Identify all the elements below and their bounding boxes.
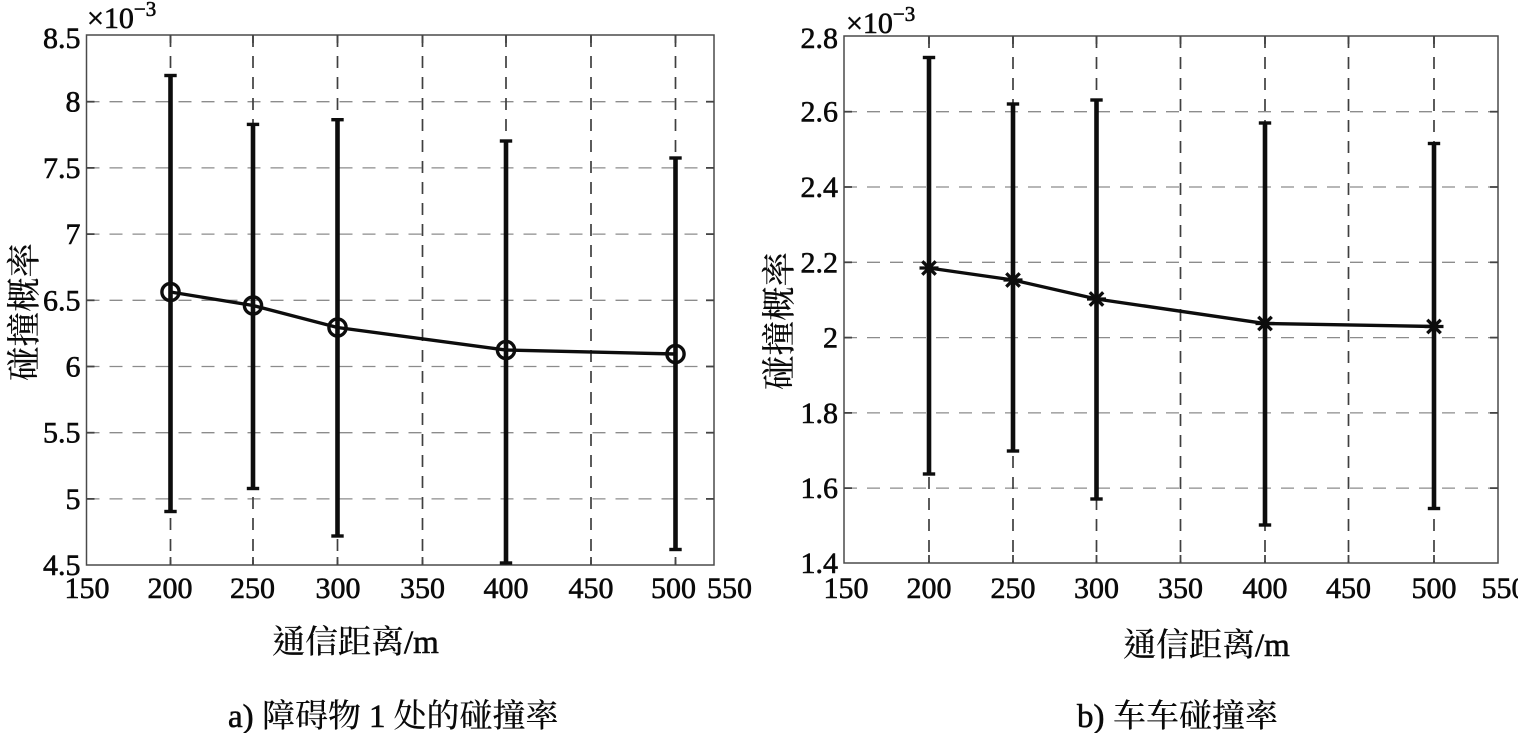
svg-text:350: 350 (400, 572, 445, 605)
svg-text:6.5: 6.5 (43, 284, 81, 317)
svg-text:200: 200 (907, 572, 952, 605)
svg-text:450: 450 (569, 572, 614, 605)
svg-text:/m: /m (404, 625, 439, 661)
svg-text:1: 1 (369, 699, 386, 733)
svg-text:250: 250 (230, 572, 275, 605)
svg-text:2.8: 2.8 (801, 22, 839, 55)
svg-text:400: 400 (484, 572, 529, 605)
svg-text:450: 450 (1326, 572, 1371, 605)
svg-text:7.5: 7.5 (43, 152, 81, 185)
svg-text:2.6: 2.6 (801, 96, 839, 129)
svg-text:250: 250 (991, 572, 1036, 605)
svg-text:1.6: 1.6 (801, 472, 839, 505)
svg-text:×10−3: ×10−3 (846, 2, 915, 40)
svg-text:8: 8 (66, 86, 81, 119)
svg-text:300: 300 (1074, 572, 1119, 605)
svg-text:2.2: 2.2 (801, 246, 839, 279)
svg-text:1.8: 1.8 (801, 397, 839, 430)
svg-text:5.5: 5.5 (43, 417, 81, 450)
svg-text:550: 550 (1482, 572, 1518, 605)
svg-text:6: 6 (66, 351, 81, 384)
svg-text:500: 500 (1412, 572, 1457, 605)
svg-text:550: 550 (707, 572, 752, 605)
svg-text:8.5: 8.5 (43, 22, 81, 55)
svg-text:b): b) (1077, 699, 1105, 733)
svg-text:300: 300 (316, 572, 361, 605)
svg-text:400: 400 (1243, 572, 1288, 605)
svg-text:500: 500 (651, 572, 696, 605)
svg-text:2: 2 (823, 322, 838, 355)
svg-text:7: 7 (66, 218, 81, 251)
svg-text:5: 5 (66, 483, 81, 516)
svg-text:150: 150 (65, 572, 110, 605)
svg-text:×10−3: ×10−3 (87, 0, 156, 35)
svg-text:150: 150 (824, 572, 869, 605)
svg-text:/m: /m (1255, 628, 1290, 664)
svg-text:200: 200 (148, 572, 193, 605)
svg-text:2.4: 2.4 (801, 171, 839, 204)
svg-text:350: 350 (1158, 572, 1203, 605)
svg-text:a): a) (228, 699, 254, 733)
